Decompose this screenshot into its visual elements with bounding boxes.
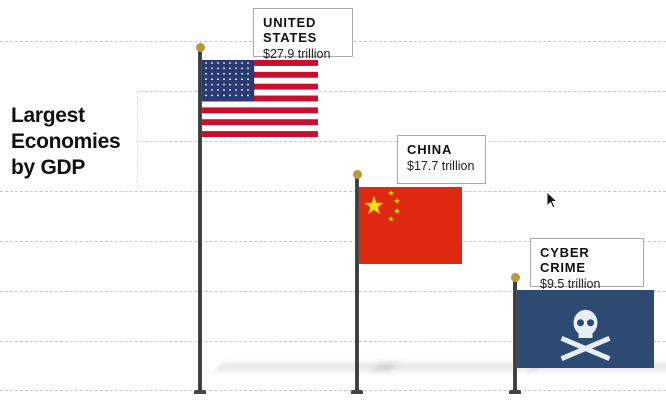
pole-base [351,390,363,394]
us-flag [202,60,318,137]
gridline [0,341,666,342]
category-label: UNITED STATES [263,15,318,45]
flag-pole [355,177,359,393]
pole-base [194,390,206,394]
value-label: CYBER CRIME $9.5 trillion [530,237,644,291]
value-label: CHINA $17.7 trillion [397,135,486,185]
pirate-flag-icon [517,289,654,368]
pole-finial [195,43,205,52]
pirate-flag [517,289,654,368]
mouse-cursor-icon [546,191,558,209]
gridline [0,390,666,391]
gridline [0,141,666,142]
flag-shadow [214,363,398,371]
us-flag-icon [202,60,318,137]
title-panel [0,91,138,188]
flag-pole [198,50,202,393]
china-flag [359,187,462,265]
chart-title: Largest Economies by GDP [11,104,121,179]
pole-finial [352,170,362,180]
category-label: CHINA [407,142,453,158]
pole-base [509,390,521,394]
gridline [0,241,666,242]
flag-pole [513,279,517,393]
gridline [0,91,666,92]
pole-finial [510,272,520,282]
gridline [0,291,666,292]
value-text: $17.7 trillion [407,159,475,174]
china-flag-icon [359,187,462,265]
value-text: $27.9 trillion [263,47,331,61]
gridline [0,191,666,192]
value-text: $9.5 trillion [540,276,601,291]
value-label: UNITED STATES $27.9 trillion [253,8,353,61]
category-label: CYBER CRIME [540,244,590,275]
